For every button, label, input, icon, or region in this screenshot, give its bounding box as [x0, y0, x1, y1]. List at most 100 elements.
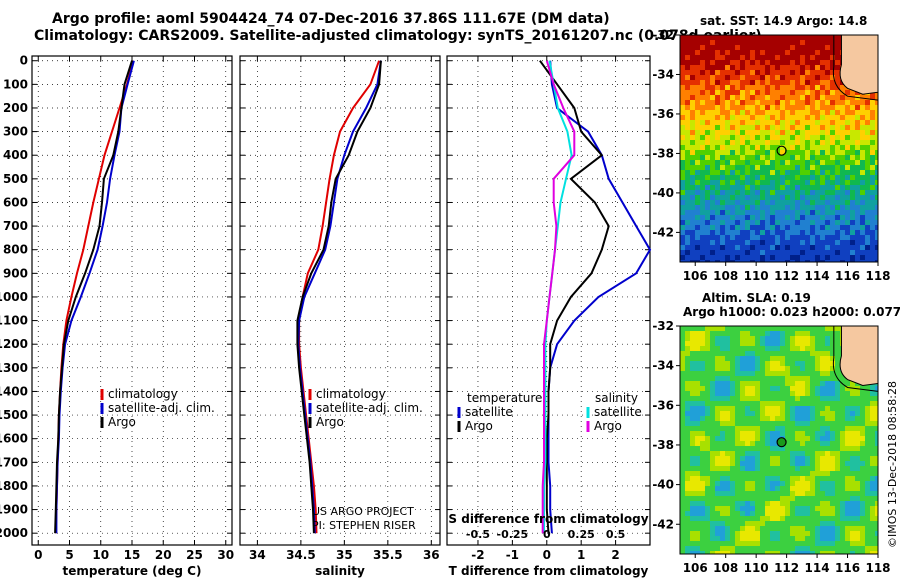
map-cell — [715, 230, 720, 235]
map-cell — [820, 185, 825, 190]
map-cell — [840, 461, 845, 466]
map-cell — [815, 185, 820, 190]
map-cell — [720, 160, 725, 165]
map-cell — [790, 361, 795, 366]
map-cell — [800, 85, 805, 90]
map-cell — [830, 40, 835, 45]
map-cell — [825, 546, 830, 551]
map-cell — [705, 40, 710, 45]
map-cell — [715, 366, 720, 371]
map-cell — [820, 110, 825, 115]
map-cell — [695, 230, 700, 235]
map-cell — [730, 165, 735, 170]
map-cell — [870, 426, 875, 431]
map-cell — [810, 331, 815, 336]
map-cell — [875, 421, 878, 426]
map-cell — [705, 80, 710, 85]
map-cell — [685, 155, 690, 160]
map-cell — [720, 356, 725, 361]
map-cell — [775, 100, 780, 105]
legend-label: Argo — [108, 415, 136, 429]
map-cell — [845, 215, 850, 220]
map-cell — [785, 376, 790, 381]
map-cell — [700, 75, 705, 80]
map-cell — [695, 521, 700, 526]
map-cell — [775, 521, 780, 526]
map-cell — [760, 496, 765, 501]
map-cell — [790, 255, 795, 260]
map-cell — [850, 526, 855, 531]
map-cell — [780, 511, 785, 516]
map-cell — [765, 215, 770, 220]
map-cell — [775, 356, 780, 361]
map-cell — [825, 541, 830, 546]
map-cell — [755, 431, 760, 436]
map-cell — [855, 401, 860, 406]
map-cell — [850, 150, 855, 155]
map-cell — [840, 496, 845, 501]
map-cell — [790, 486, 795, 491]
map-cell — [700, 376, 705, 381]
map-cell — [755, 521, 760, 526]
map-cell — [850, 516, 855, 521]
map-cell — [765, 150, 770, 155]
map-cell — [845, 506, 850, 511]
map-cell — [850, 250, 855, 255]
map-cell — [780, 341, 785, 346]
map-cell — [720, 205, 725, 210]
x-tick-label: 0 — [34, 548, 42, 562]
map-cell — [840, 210, 845, 215]
map-cell — [725, 240, 730, 245]
map-cell — [865, 426, 870, 431]
map-cell — [715, 541, 720, 546]
map-cell — [700, 366, 705, 371]
map-cell — [780, 336, 785, 341]
map-cell — [855, 541, 860, 546]
map-cell — [860, 441, 865, 446]
map-cell — [695, 165, 700, 170]
map-cell — [815, 75, 820, 80]
map-cell — [815, 220, 820, 225]
map-cell — [730, 446, 735, 451]
map-cell — [750, 491, 755, 496]
map-cell — [775, 85, 780, 90]
map-cell — [690, 466, 695, 471]
map-cell — [680, 536, 685, 541]
map-cell — [815, 486, 820, 491]
map-cell — [770, 341, 775, 346]
map-cell — [790, 356, 795, 361]
map-cell — [720, 55, 725, 60]
map-cell — [745, 65, 750, 70]
map-cell — [770, 391, 775, 396]
map-cell — [875, 135, 878, 140]
map-cell — [695, 65, 700, 70]
map-cell — [875, 411, 878, 416]
map-cell — [820, 456, 825, 461]
map-cell — [815, 491, 820, 496]
map-cell — [835, 511, 840, 516]
map-cell — [745, 441, 750, 446]
map-cell — [735, 170, 740, 175]
map-cell — [725, 441, 730, 446]
map-cell — [755, 351, 760, 356]
map-cell — [715, 326, 720, 331]
map-cell — [745, 436, 750, 441]
map-cell — [785, 551, 790, 554]
map-cell — [710, 356, 715, 361]
map-cell — [870, 431, 875, 436]
map-cell — [765, 381, 770, 386]
map-cell — [725, 401, 730, 406]
map-cell — [810, 115, 815, 120]
map-cell — [740, 481, 745, 486]
map-cell — [835, 65, 840, 70]
map-cell — [680, 541, 685, 546]
map-cell — [680, 225, 685, 230]
map-cell — [780, 245, 785, 250]
map-cell — [860, 456, 865, 461]
map-cell — [745, 511, 750, 516]
map-cell — [795, 35, 800, 40]
map-cell — [780, 240, 785, 245]
map-cell — [845, 461, 850, 466]
map-cell — [700, 356, 705, 361]
map-cell — [695, 190, 700, 195]
